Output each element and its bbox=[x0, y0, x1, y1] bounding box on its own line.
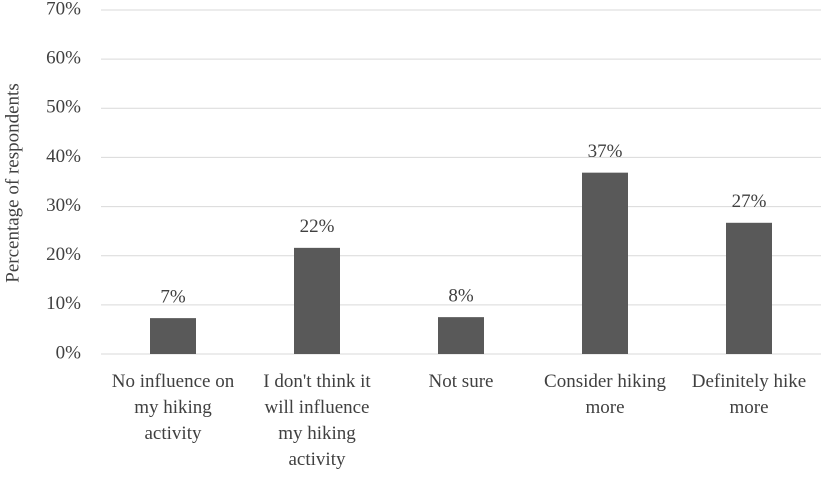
y-tick-label: 60% bbox=[46, 48, 81, 69]
y-tick-label: 10% bbox=[46, 293, 81, 314]
data-label: 27% bbox=[732, 191, 767, 212]
bar bbox=[726, 222, 772, 354]
bar bbox=[582, 172, 628, 354]
data-label: 22% bbox=[300, 216, 335, 237]
y-tick-label: 40% bbox=[46, 146, 81, 167]
data-label: 37% bbox=[588, 141, 623, 162]
x-tick-label: Not sure bbox=[428, 371, 494, 392]
y-tick-label: 70% bbox=[46, 0, 81, 19]
y-tick-label: 30% bbox=[46, 195, 81, 216]
y-tick-label: 50% bbox=[46, 97, 81, 118]
y-axis-title: Percentage of respondents bbox=[2, 83, 23, 282]
x-tick-label: I don't think it will influence my hikin… bbox=[263, 371, 371, 470]
bar bbox=[294, 247, 340, 354]
x-tick-label: Consider hiking more bbox=[544, 371, 666, 418]
bar bbox=[438, 317, 484, 354]
y-tick-label: 20% bbox=[46, 244, 81, 265]
data-label: 7% bbox=[160, 286, 186, 307]
x-tick-label: Definitely hike more bbox=[691, 371, 807, 418]
x-tick-label: No influence on my hiking activity bbox=[111, 371, 235, 444]
bar bbox=[150, 318, 196, 354]
y-tick-label: 0% bbox=[56, 342, 82, 363]
data-label: 8% bbox=[448, 286, 474, 307]
